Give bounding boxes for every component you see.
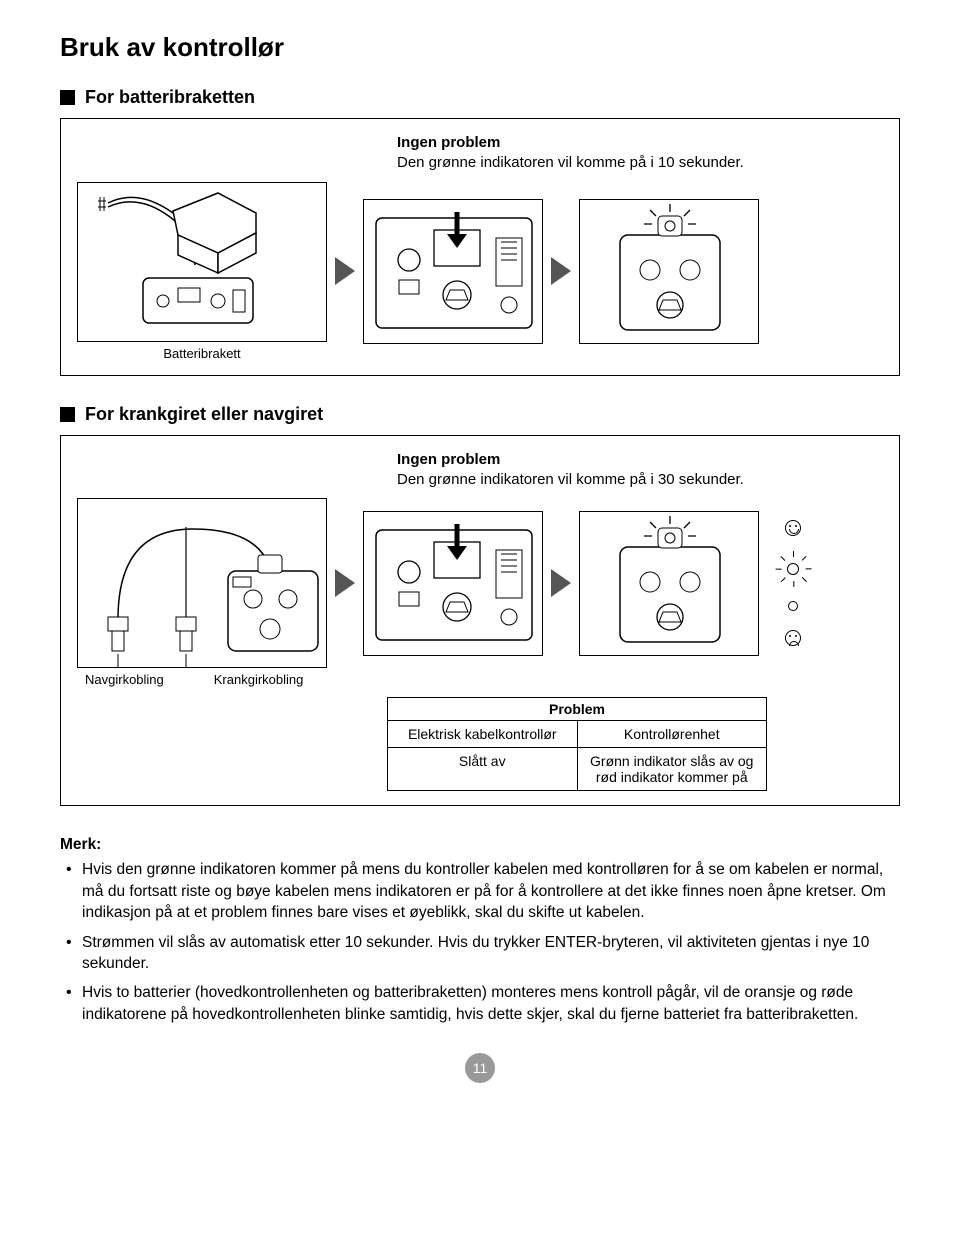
table-r2c2: Grønn indikator slås av og rød indikator… xyxy=(578,748,767,790)
panel-device-1b xyxy=(363,199,543,344)
section1-heading: For batteribraketten xyxy=(60,87,900,108)
section2-heading: For krankgiret eller navgiret xyxy=(60,404,900,425)
face-sad-icon xyxy=(785,630,801,646)
arrow-right-icon xyxy=(335,257,355,285)
dot-icon xyxy=(788,601,798,611)
face-happy-icon xyxy=(785,520,801,536)
diagram-row-1: Batteribrakett xyxy=(77,182,883,361)
table-header: Problem xyxy=(388,698,766,721)
figure-box-2: Ingen problem Den grønne indikatoren vil… xyxy=(60,435,900,807)
bullet-square-icon xyxy=(60,407,75,422)
note-item: Strømmen vil slås av automatisk etter 10… xyxy=(64,932,900,975)
arrow-right-icon xyxy=(335,569,355,597)
section1-no-problem: Ingen problem Den grønne indikatoren vil… xyxy=(397,133,883,174)
arrow-right-icon xyxy=(551,257,571,285)
caption-batteribrakett: Batteribrakett xyxy=(163,346,240,361)
controller-lit-icon xyxy=(580,512,760,657)
controller-front-icon xyxy=(364,512,544,657)
controller-front-icon xyxy=(364,200,544,345)
section2-noproblem-text: Den grønne indikatoren vil komme på i 30… xyxy=(397,470,883,490)
note-item: Hvis to batterier (hovedkontrollenheten … xyxy=(64,982,900,1025)
table-r1c1: Elektrisk kabelkontrollør xyxy=(388,721,578,747)
caption-navgirkobling: Navgirkobling xyxy=(85,672,164,687)
diagram-row-2 xyxy=(77,498,883,668)
arrow-right-icon xyxy=(551,569,571,597)
notes-block: Merk: Hvis den grønne indikatoren kommer… xyxy=(60,834,900,1025)
section1-noproblem-text: Den grønne indikatoren vil komme på i 10… xyxy=(397,153,883,173)
page-title: Bruk av kontrollør xyxy=(60,32,900,63)
section1-noproblem-title: Ingen problem xyxy=(397,133,883,153)
side-status-column xyxy=(767,511,819,656)
notes-label: Merk: xyxy=(60,834,900,855)
problem-table: Problem Elektrisk kabelkontrollør Kontro… xyxy=(387,697,767,791)
section1-heading-text: For batteribraketten xyxy=(85,87,255,108)
section2-noproblem-title: Ingen problem xyxy=(397,450,883,470)
panel-bracket xyxy=(77,182,327,342)
figure-box-1: Ingen problem Den grønne indikatoren vil… xyxy=(60,118,900,376)
section2-heading-text: For krankgiret eller navgiret xyxy=(85,404,323,425)
panel-device-1c xyxy=(579,199,759,344)
panel-couplings xyxy=(77,498,327,668)
panel-device-2c xyxy=(579,511,759,656)
caption-krankgirkobling: Krankgirkobling xyxy=(214,672,304,687)
controller-lit-icon xyxy=(580,200,760,345)
bullet-square-icon xyxy=(60,90,75,105)
note-item: Hvis den grønne indikatoren kommer på me… xyxy=(64,859,900,923)
sun-icon xyxy=(779,555,807,583)
couplings-diagram-icon xyxy=(78,499,328,669)
table-r2c1: Slått av xyxy=(388,748,578,790)
table-r1c2: Kontrollørenhet xyxy=(578,721,767,747)
panel-device-2b xyxy=(363,511,543,656)
section2-no-problem: Ingen problem Den grønne indikatoren vil… xyxy=(397,450,883,491)
bracket-diagram-icon xyxy=(78,183,328,343)
page-number: 11 xyxy=(465,1053,495,1083)
